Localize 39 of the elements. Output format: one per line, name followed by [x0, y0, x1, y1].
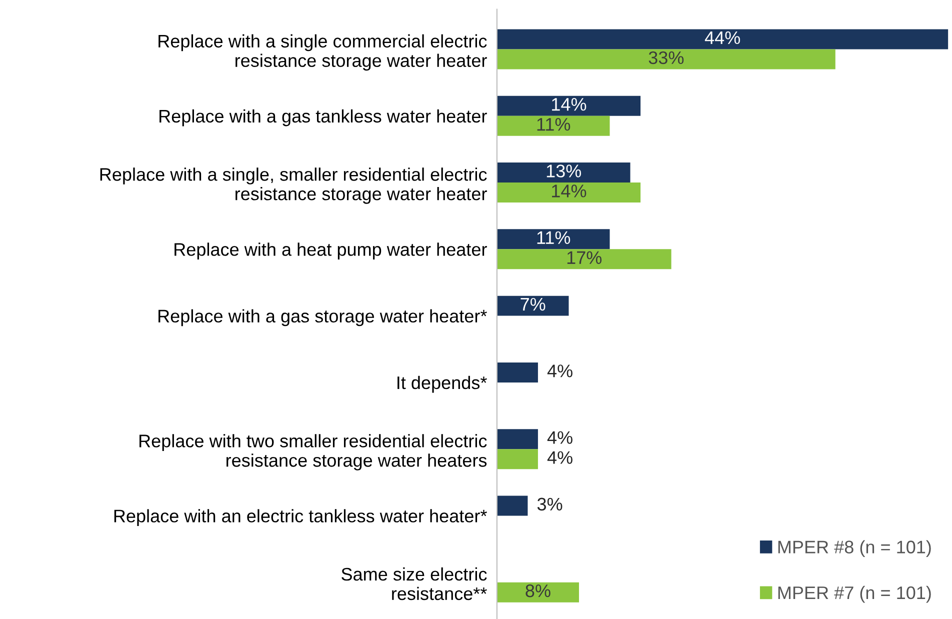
bar [496, 429, 538, 450]
legend-label: MPER #7 (n = 101) [778, 586, 931, 603]
data-label: 44% [704, 31, 740, 44]
data-label: 11% [537, 118, 570, 131]
y-tick-label: Replace with a heat pump water heater [174, 242, 487, 260]
bar [496, 582, 579, 602]
bar [496, 496, 528, 516]
bar [496, 229, 610, 250]
bar [496, 449, 538, 470]
bar [496, 249, 672, 270]
y-tick-label: Replace with a gas tankless water heater [160, 109, 487, 126]
bar [496, 29, 948, 50]
y-tick-label: Replace with a gas storage water heater* [158, 309, 487, 326]
bar [496, 116, 610, 136]
data-label: 4% [547, 364, 572, 378]
data-label: 13% [546, 164, 582, 178]
bar [496, 49, 836, 70]
data-label: 8% [526, 584, 550, 598]
y-tick-label: Replace with a single commercial electric resistance storage water heater [158, 34, 487, 71]
legend-label: MPER #8 (n = 101) [778, 540, 931, 558]
bar [496, 96, 641, 116]
data-label: 33% [648, 51, 684, 64]
y-tick-label: Replace with a single, smaller residential electric resistance storage water heater [100, 168, 487, 204]
data-label: 7% [520, 298, 546, 311]
y-tick-label: Replace with an electric tankless water heater* [114, 509, 487, 526]
data-label: 4% [547, 451, 572, 464]
bar [496, 296, 569, 316]
data-label: 4% [547, 431, 572, 444]
bar [496, 182, 641, 203]
bar [496, 362, 538, 382]
bar [496, 162, 630, 183]
data-label: 14% [552, 98, 586, 111]
y-tick-label: It depends* [398, 376, 487, 393]
data-label: 17% [567, 251, 602, 264]
data-label: 11% [537, 231, 570, 244]
data-label: 3% [537, 498, 562, 511]
y-tick-label: Replace with two smaller residential electric resistance storage water heaters [140, 434, 487, 470]
y-tick-label: Same size electric resistance** [342, 567, 487, 600]
data-label: 14% [552, 184, 586, 198]
